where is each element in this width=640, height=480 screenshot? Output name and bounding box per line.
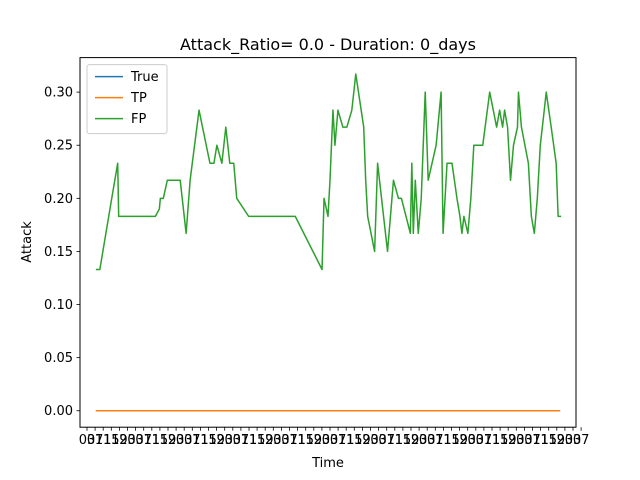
x-tick-label: 15 bbox=[443, 433, 460, 448]
x-tick-label: 03 bbox=[468, 433, 485, 448]
x-tick-label: 03 bbox=[419, 433, 436, 448]
x-tick-label: 07 bbox=[135, 433, 152, 448]
x-tick-label: 19 bbox=[354, 433, 371, 448]
x-tick-label: 19 bbox=[500, 433, 517, 448]
x-tick-label: 23 bbox=[216, 433, 233, 448]
x-tick-label: 15 bbox=[103, 433, 120, 448]
x-tick-label: 23 bbox=[168, 433, 185, 448]
x-tick-label: 03 bbox=[176, 433, 193, 448]
x-tick-label: 11 bbox=[192, 433, 209, 448]
x-tick-label: 23 bbox=[411, 433, 428, 448]
y-tick-label: 0.00 bbox=[44, 404, 73, 419]
x-tick-label: 11 bbox=[532, 433, 549, 448]
x-axis: 0307111519230307111519230307111519230307… bbox=[79, 427, 590, 448]
y-tick-label: 0.30 bbox=[44, 86, 73, 101]
x-tick-label: 07 bbox=[524, 433, 541, 448]
x-tick-label: 07 bbox=[330, 433, 347, 448]
x-tick-label: 19 bbox=[257, 433, 274, 448]
x-tick-label: 23 bbox=[362, 433, 379, 448]
x-tick-label: 03 bbox=[516, 433, 533, 448]
x-tick-label: 07 bbox=[233, 433, 250, 448]
y-axis-title: Attack bbox=[20, 221, 35, 263]
x-tick-label: 11 bbox=[95, 433, 112, 448]
x-tick-label: 07 bbox=[281, 433, 298, 448]
x-tick-label: 11 bbox=[338, 433, 355, 448]
x-tick-label: 19 bbox=[208, 433, 225, 448]
x-tick-label: 19 bbox=[451, 433, 468, 448]
x-tick-label: 03 bbox=[273, 433, 290, 448]
x-tick-label: 19 bbox=[160, 433, 177, 448]
x-tick-label: 23 bbox=[314, 433, 331, 448]
x-tick-label: 15 bbox=[200, 433, 217, 448]
x-tick-label: 07 bbox=[87, 433, 104, 448]
x-tick-label: 15 bbox=[492, 433, 509, 448]
x-tick-label: 11 bbox=[387, 433, 404, 448]
x-tick-label: 03 bbox=[370, 433, 387, 448]
x-axis-title: Time bbox=[311, 456, 344, 471]
x-tick-label: 03 bbox=[79, 433, 96, 448]
series-layer bbox=[95, 73, 562, 412]
series-line-fp bbox=[95, 73, 562, 271]
x-tick-label: 07 bbox=[378, 433, 395, 448]
x-tick-label: 11 bbox=[241, 433, 258, 448]
x-tick-label: 15 bbox=[152, 433, 169, 448]
y-tick-label: 0.05 bbox=[44, 351, 73, 366]
x-tick-label: 07 bbox=[476, 433, 493, 448]
x-tick-label: 07 bbox=[184, 433, 201, 448]
chart-title: Attack_Ratio= 0.0 - Duration: 0_days bbox=[180, 35, 476, 55]
x-tick-label: 23 bbox=[557, 433, 574, 448]
x-tick-label: 03 bbox=[127, 433, 144, 448]
legend-label-true: True bbox=[130, 70, 159, 85]
legend: True TP FP bbox=[86, 64, 168, 135]
x-tick-label: 03 bbox=[322, 433, 339, 448]
x-tick-label: 19 bbox=[111, 433, 128, 448]
y-axis: 0.00 0.05 0.10 0.15 0.20 0.25 0.30 bbox=[44, 86, 80, 419]
x-tick-label: 19 bbox=[549, 433, 566, 448]
x-tick-label: 11 bbox=[144, 433, 161, 448]
x-tick-label: 11 bbox=[289, 433, 306, 448]
x-tick-label: 11 bbox=[484, 433, 501, 448]
x-tick-label: 15 bbox=[346, 433, 363, 448]
x-tick-label: 15 bbox=[249, 433, 266, 448]
x-tick-label: 23 bbox=[265, 433, 282, 448]
x-tick-label: 03 bbox=[225, 433, 242, 448]
x-tick-label: 19 bbox=[306, 433, 323, 448]
y-tick-label: 0.25 bbox=[44, 139, 73, 154]
y-tick-label: 0.10 bbox=[44, 298, 73, 313]
x-tick-label: 23 bbox=[119, 433, 136, 448]
plot-frame bbox=[79, 57, 577, 428]
x-tick-label: 15 bbox=[540, 433, 557, 448]
legend-label-fp: FP bbox=[131, 112, 146, 127]
x-tick-label: 11 bbox=[435, 433, 452, 448]
y-tick-label: 0.15 bbox=[44, 245, 73, 260]
x-tick-label: 19 bbox=[403, 433, 420, 448]
x-tick-label: 03 bbox=[565, 433, 582, 448]
x-tick-label: 15 bbox=[297, 433, 314, 448]
y-tick-label: 0.20 bbox=[44, 192, 73, 207]
legend-label-tp: TP bbox=[130, 91, 147, 106]
x-tick-label: 07 bbox=[573, 433, 590, 448]
x-tick-label: 15 bbox=[395, 433, 412, 448]
x-tick-label: 23 bbox=[459, 433, 476, 448]
x-tick-label: 07 bbox=[427, 433, 444, 448]
legend-box bbox=[86, 64, 168, 135]
x-tick-label: 23 bbox=[508, 433, 525, 448]
